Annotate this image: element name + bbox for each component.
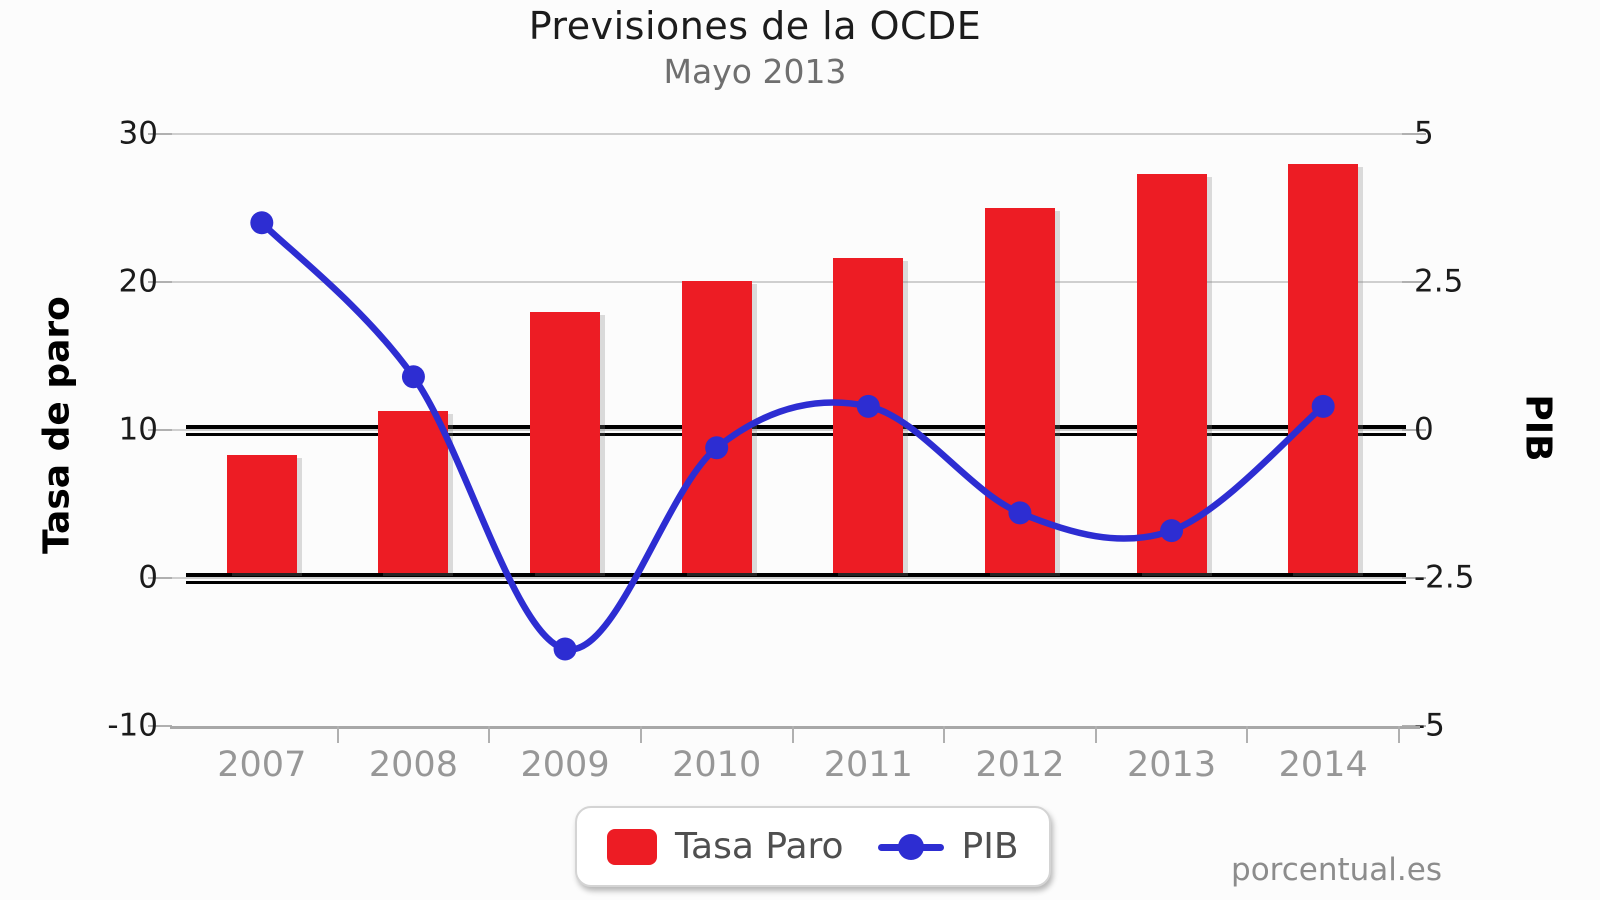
x-axis-line [170, 726, 1420, 729]
legend-marker-pib-icon [877, 832, 944, 862]
bar-2007 [226, 455, 297, 573]
x-tick-label-2008: 2008 [368, 745, 458, 785]
left-tick-label-10: 10 [118, 411, 158, 448]
legend-swatch-tasa-paro-icon [607, 828, 657, 865]
x-tick-label-2012: 2012 [975, 745, 1065, 785]
x-tick-7 [1246, 726, 1249, 743]
zero-line-bottom-10 [186, 433, 1406, 436]
bar-2012 [984, 208, 1055, 573]
gridline-left-10 [170, 429, 1402, 431]
x-tick-5 [943, 726, 946, 743]
bar-2008 [378, 410, 449, 573]
right-tick-label-2.5: 2.5 [1414, 263, 1464, 300]
zero-line-top-0 [186, 573, 1406, 577]
right-tick-2.5 [1402, 281, 1426, 283]
bar-2009 [530, 311, 601, 573]
chart-title: Previsiones de la OCDE [528, 4, 982, 48]
legend: Tasa Paro PIB [575, 806, 1051, 887]
x-tick-3 [639, 726, 642, 743]
x-tick-4 [791, 726, 794, 743]
left-tick-0 [148, 577, 172, 579]
right-tick-label-5: 5 [1414, 115, 1434, 152]
chart-subtitle: Mayo 2013 [663, 52, 847, 91]
x-tick-2 [488, 726, 491, 743]
left-tick-label-30: 30 [118, 115, 158, 152]
legend-label-pib: PIB [961, 826, 1019, 867]
gridline-left-0 [170, 577, 1402, 579]
right-tick--2.5 [1402, 577, 1426, 579]
bar-2013 [1136, 173, 1207, 573]
x-tick-label-2007: 2007 [217, 745, 307, 785]
pib-point-2008 [401, 365, 425, 389]
zero-line-top-10 [186, 425, 1406, 429]
pib-point-2009 [553, 637, 577, 661]
left-tick-20 [148, 281, 172, 283]
x-tick-1 [336, 726, 339, 743]
bar-2010 [681, 280, 752, 573]
left-tick-10 [148, 429, 172, 431]
x-tick-label-2014: 2014 [1278, 745, 1368, 785]
zero-line-bottom-0 [186, 581, 1406, 584]
right-tick-0 [1402, 429, 1426, 431]
x-tick-6 [1094, 726, 1097, 743]
x-tick-8 [1398, 726, 1400, 743]
bar-2011 [833, 258, 904, 573]
right-tick-label--2.5: -2.5 [1414, 559, 1475, 596]
right-tick-label-0: 0 [1414, 411, 1434, 448]
left-tick--10 [148, 725, 172, 727]
pib-point-2007 [250, 211, 274, 235]
gridline-left-30 [170, 133, 1402, 135]
bar-2014 [1288, 163, 1359, 573]
x-tick-label-2013: 2013 [1127, 745, 1217, 785]
legend-line-dot [897, 833, 924, 860]
left-tick-label-20: 20 [118, 263, 158, 300]
left-tick-label-0: 0 [138, 559, 158, 596]
gridline-left-20 [170, 281, 1402, 283]
watermark: porcentual.es [1231, 852, 1442, 888]
left-tick-30 [148, 133, 172, 135]
x-tick-label-2010: 2010 [672, 745, 762, 785]
right-tick-label--5: -5 [1414, 707, 1445, 744]
right-tick-5 [1402, 133, 1426, 135]
legend-label-tasa-paro: Tasa Paro [675, 826, 844, 867]
x-tick-label-2009: 2009 [520, 745, 610, 785]
left-tick-label--10: -10 [107, 707, 158, 744]
x-tick-label-2011: 2011 [823, 745, 913, 785]
